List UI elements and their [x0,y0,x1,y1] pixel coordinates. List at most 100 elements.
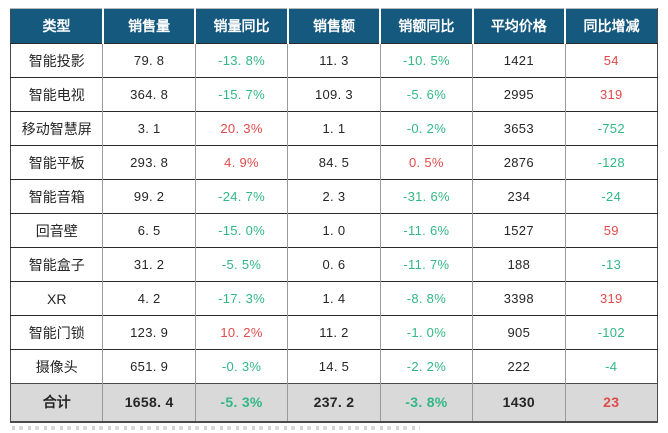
table-cell: 1430 [472,383,566,422]
table-cell: 14. 5 [287,349,381,384]
table-cell: 20. 3% [194,111,288,146]
table-cell: 293. 8 [102,145,196,180]
table-row: 移动智慧屏 3. 1 20. 3% 1. 1 -0. 2% 3653 -752 [10,111,658,146]
clipped-footnote-text [12,426,420,430]
table-cell: 1421 [472,43,566,78]
column-header-type: 类型 [10,8,103,44]
table-cell: -10. 5% [379,43,473,78]
table-cell: 79. 8 [102,43,196,78]
table-row: 智能音箱 99. 2 -24. 7% 2. 3 -31. 6% 234 -24 [10,179,658,214]
table-cell: 123. 9 [102,315,196,350]
table-cell: -15. 7% [194,77,288,112]
table-cell: -13. 8% [194,43,288,78]
table-cell: 0. 5% [379,145,473,180]
column-header-volume-yoy: 销量同比 [194,8,288,44]
table-cell: 4. 2 [102,281,196,316]
table-cell: 59 [564,213,658,248]
table-cell: 2876 [472,145,566,180]
table-cell: -8. 8% [379,281,473,316]
table-row: 摄像头 651. 9 -0. 3% 14. 5 -2. 2% 222 -4 [10,349,658,384]
table-cell: 23 [564,383,658,422]
column-header-sales-amount: 销售额 [286,8,381,44]
table-cell: -2. 2% [379,349,473,384]
row-label: 合计 [10,383,103,422]
table-cell: -5. 6% [379,77,473,112]
table-cell: 1. 4 [287,281,381,316]
table-cell: 1527 [472,213,566,248]
table-cell: 11. 3 [287,43,381,78]
header-row: 类型 销售量 销量同比 销售额 销额同比 平均价格 同比增减 [10,8,658,44]
table-cell: 0. 6 [287,247,381,282]
table-cell: -4 [564,349,658,384]
table-cell: 3653 [472,111,566,146]
table-body: 智能投影 79. 8 -13. 8% 11. 3 -10. 5% 1421 54 智能电视 36… [10,43,658,422]
table-row: 智能投影 79. 8 -13. 8% 11. 3 -10. 5% 1421 54 [10,43,658,78]
table-cell: -1. 0% [379,315,473,350]
table-cell: 234 [472,179,566,214]
table-cell: 2995 [472,77,566,112]
table-cell: 1. 1 [287,111,381,146]
table-cell: 84. 5 [287,145,381,180]
row-label: 智能门锁 [10,315,103,350]
table-cell: -24. 7% [194,179,288,214]
table-cell: 11. 2 [287,315,381,350]
table-cell: 109. 3 [287,77,381,112]
table-cell: -102 [564,315,658,350]
column-header-amount-yoy: 销额同比 [379,8,473,44]
table-cell: -5. 5% [194,247,288,282]
table-cell: 54 [564,43,658,78]
row-label: 智能盒子 [10,247,103,282]
column-header-avg-price: 平均价格 [471,8,566,44]
table-cell: 10. 2% [194,315,288,350]
table-cell: 319 [564,281,658,316]
table-row: 智能盒子 31. 2 -5. 5% 0. 6 -11. 7% 188 -13 [10,247,658,282]
table-cell: 222 [472,349,566,384]
table-row: 智能门锁 123. 9 10. 2% 11. 2 -1. 0% 905 -102 [10,315,658,350]
table-cell: 905 [472,315,566,350]
table-cell: 99. 2 [102,179,196,214]
table-cell: -24 [564,179,658,214]
table-cell: 319 [564,77,658,112]
table-cell: -3. 8% [379,383,473,422]
row-label: 移动智慧屏 [10,111,103,146]
total-row: 合计 1658. 4 -5. 3% 237. 2 -3. 8% 1430 23 [10,383,658,422]
column-header-price-change: 同比增减 [564,8,658,44]
table-cell: -31. 6% [379,179,473,214]
table-cell: 3. 1 [102,111,196,146]
row-label: 回音壁 [10,213,103,248]
table-cell: 188 [472,247,566,282]
table-cell: 2. 3 [287,179,381,214]
table-cell: 4. 9% [194,145,288,180]
table-cell: 237. 2 [287,383,381,422]
table-row: 回音壁 6. 5 -15. 0% 1. 0 -11. 6% 1527 59 [10,213,658,248]
table-cell: -752 [564,111,658,146]
table-cell: -11. 6% [379,213,473,248]
column-header-sales-volume: 销售量 [101,8,196,44]
row-label: 智能平板 [10,145,103,180]
table-cell: 364. 8 [102,77,196,112]
row-label: 摄像头 [10,349,103,384]
table-cell: -5. 3% [194,383,288,422]
table-cell: 1658. 4 [102,383,196,422]
table-cell: -15. 0% [194,213,288,248]
row-label: 智能电视 [10,77,103,112]
sales-statistics-table: 类型 销售量 销量同比 销售额 销额同比 平均价格 同比增减 智能投影 79. 8… [10,8,658,423]
table-cell: -11. 7% [379,247,473,282]
table-row: 智能平板 293. 8 4. 9% 84. 5 0. 5% 2876 -128 [10,145,658,180]
row-label: 智能音箱 [10,179,103,214]
table-cell: 6. 5 [102,213,196,248]
table-cell: -128 [564,145,658,180]
table-cell: 651. 9 [102,349,196,384]
row-label: XR [10,281,103,316]
table-cell: 3398 [472,281,566,316]
table-cell: 31. 2 [102,247,196,282]
table-cell: -0. 2% [379,111,473,146]
row-label: 智能投影 [10,43,103,78]
table-cell: 1. 0 [287,213,381,248]
table-header: 类型 销售量 销量同比 销售额 销额同比 平均价格 同比增减 [10,8,658,44]
table-row: 智能电视 364. 8 -15. 7% 109. 3 -5. 6% 2995 319 [10,77,658,112]
table-row: XR 4. 2 -17. 3% 1. 4 -8. 8% 3398 319 [10,281,658,316]
table-cell: -13 [564,247,658,282]
table-cell: -17. 3% [194,281,288,316]
table-cell: -0. 3% [194,349,288,384]
